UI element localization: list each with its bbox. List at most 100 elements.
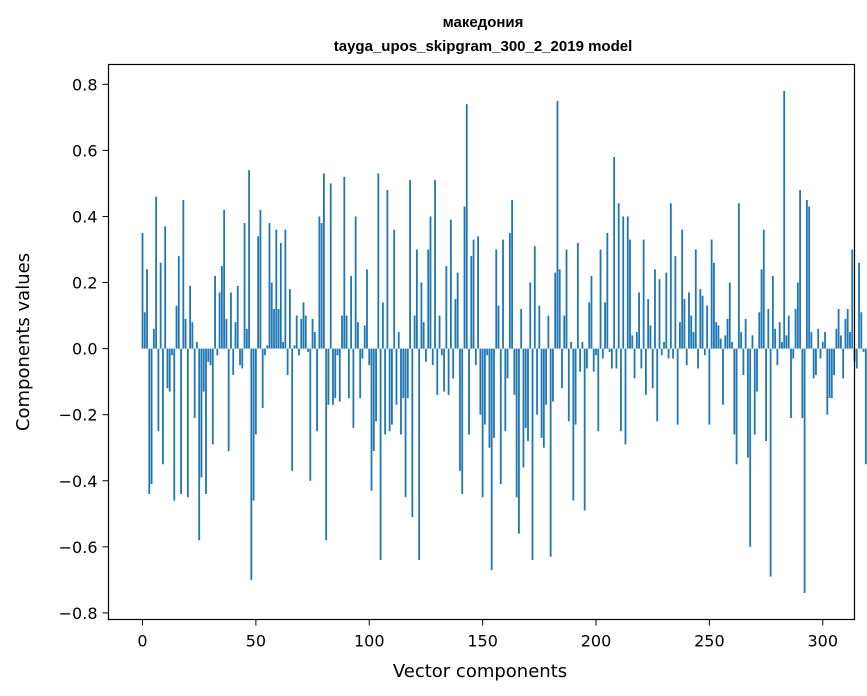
bar bbox=[388, 348, 391, 432]
bar bbox=[864, 348, 867, 465]
bar bbox=[565, 249, 568, 349]
bar bbox=[513, 348, 516, 395]
bar bbox=[542, 348, 545, 448]
bar bbox=[483, 348, 486, 425]
bar bbox=[554, 272, 557, 349]
bar bbox=[259, 209, 262, 349]
bar bbox=[427, 249, 430, 349]
bar bbox=[341, 315, 343, 349]
bar bbox=[533, 246, 536, 349]
bar bbox=[325, 348, 328, 541]
y-tick-label: 0.0 bbox=[72, 340, 97, 359]
bar bbox=[862, 348, 865, 352]
bar bbox=[304, 315, 307, 349]
bar bbox=[826, 348, 829, 415]
bar bbox=[504, 348, 507, 432]
bar bbox=[209, 348, 212, 366]
x-tick-label: 150 bbox=[467, 632, 498, 651]
bar bbox=[370, 348, 373, 491]
bar bbox=[279, 242, 282, 349]
bar bbox=[728, 282, 731, 349]
bar bbox=[803, 348, 806, 594]
bar bbox=[572, 348, 575, 501]
bar bbox=[570, 342, 572, 349]
bar bbox=[858, 262, 860, 349]
bar bbox=[146, 269, 148, 349]
bar bbox=[422, 322, 425, 349]
bar bbox=[549, 348, 552, 557]
bar bbox=[547, 315, 550, 349]
bar bbox=[291, 348, 294, 471]
bar bbox=[307, 348, 309, 352]
bar bbox=[794, 308, 797, 349]
bar bbox=[300, 318, 303, 349]
bar bbox=[610, 348, 613, 369]
bar bbox=[726, 318, 729, 349]
bar bbox=[663, 342, 665, 349]
bar bbox=[157, 348, 160, 432]
bar bbox=[561, 348, 563, 389]
bar bbox=[443, 348, 445, 392]
bar bbox=[481, 348, 484, 498]
bar bbox=[790, 348, 792, 418]
bar bbox=[805, 199, 808, 349]
bar bbox=[747, 348, 749, 458]
bar bbox=[499, 348, 502, 485]
bar bbox=[277, 308, 280, 349]
bar bbox=[640, 348, 643, 369]
bar bbox=[447, 348, 450, 395]
bar bbox=[257, 236, 260, 349]
bar bbox=[397, 332, 400, 349]
bar bbox=[796, 282, 799, 349]
bar bbox=[756, 348, 758, 392]
bar bbox=[531, 348, 534, 561]
bar bbox=[182, 199, 185, 349]
bar bbox=[474, 348, 477, 366]
bar bbox=[749, 348, 752, 547]
y-tick-label: 0.4 bbox=[72, 207, 97, 226]
y-tick-label: −0.6 bbox=[59, 538, 98, 557]
bar bbox=[649, 325, 652, 349]
bar bbox=[316, 348, 319, 432]
bar bbox=[459, 348, 461, 471]
bar bbox=[323, 173, 325, 349]
bar bbox=[586, 348, 588, 369]
bar bbox=[633, 348, 636, 379]
bar bbox=[162, 348, 164, 465]
bar bbox=[298, 348, 300, 356]
y-tick-label: 0.6 bbox=[72, 141, 97, 160]
bar bbox=[642, 239, 645, 349]
bar bbox=[216, 348, 219, 356]
bar bbox=[377, 173, 380, 349]
bar bbox=[205, 348, 207, 494]
bar bbox=[200, 348, 203, 478]
bar bbox=[180, 348, 182, 494]
bar bbox=[493, 348, 495, 438]
bar bbox=[769, 348, 772, 577]
bar bbox=[218, 292, 221, 349]
bar bbox=[515, 348, 518, 498]
bar bbox=[347, 348, 350, 399]
bar bbox=[309, 348, 312, 481]
bar bbox=[835, 328, 838, 349]
bar bbox=[651, 348, 654, 389]
bar bbox=[361, 348, 364, 359]
bar bbox=[665, 272, 668, 349]
bar bbox=[556, 100, 559, 349]
bar bbox=[511, 199, 514, 349]
bar bbox=[236, 285, 239, 349]
bar bbox=[148, 348, 151, 494]
bar bbox=[220, 266, 223, 349]
bar bbox=[715, 322, 718, 349]
bar bbox=[327, 348, 330, 405]
bar bbox=[688, 292, 690, 349]
bar bbox=[860, 312, 863, 349]
bar bbox=[429, 216, 432, 349]
bar bbox=[810, 332, 813, 349]
bar bbox=[177, 256, 180, 349]
bar bbox=[837, 308, 840, 349]
bar bbox=[234, 322, 237, 349]
bar bbox=[751, 335, 754, 349]
bar bbox=[311, 318, 314, 349]
bar bbox=[318, 216, 321, 349]
